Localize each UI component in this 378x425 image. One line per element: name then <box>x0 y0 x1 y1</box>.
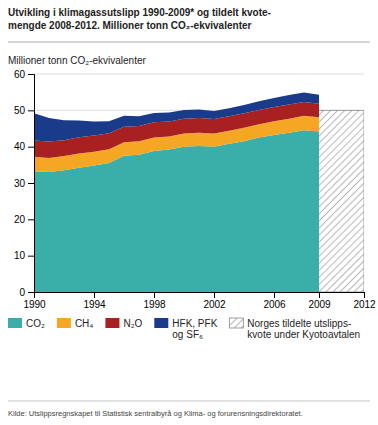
x-tick-mark <box>154 292 155 298</box>
text-line: CO₂ <box>26 318 45 329</box>
source: Kilde: Utslippsregnskapet til Statistisk… <box>8 409 303 418</box>
y-tick: 50 <box>14 105 34 116</box>
x-tick-label: 1998 <box>143 299 166 310</box>
title: Utvikling i klimagassutslipp 1990-2009* … <box>8 7 271 31</box>
x-tick-mark <box>214 292 215 298</box>
x-axis: 1990 1994 1998 2002 2006 2009 2012 <box>23 292 376 310</box>
x-tick: 1994 <box>83 292 106 310</box>
text-line: Utvikling i klimagassutslipp 1990-2009* … <box>8 7 271 18</box>
chart: Utvikling i klimagassutslipp 1990-2009* … <box>0 0 378 425</box>
y-axis: 0 10 20 30 40 50 60 <box>14 69 35 298</box>
x-tick-mark <box>94 292 95 298</box>
text-line: mengde 2008-2012. Millioner tonn CO₂-ekv… <box>8 20 252 31</box>
legend-label: CO₂ <box>26 318 45 329</box>
y-tick-mark <box>28 292 34 293</box>
y-axis-label: Millioner tonn CO₂-ekvivalenter <box>8 55 146 66</box>
text-line: og SF₆ <box>172 329 203 340</box>
y-tick-label: 20 <box>14 214 26 225</box>
legend-swatch <box>229 318 243 328</box>
y-tick: 40 <box>14 141 34 152</box>
legend-item: HFK, PFKog SF₆ <box>154 318 217 340</box>
legend: CO₂ CH₄ N₂O HFK, PFKog SF₆ Norges tildelte u… <box>8 318 360 340</box>
legend-item: CO₂ <box>8 318 45 329</box>
legend-item: Norges tildelte utslipps-kvote under Kyo… <box>229 318 360 340</box>
y-tick-label: 50 <box>14 105 26 116</box>
plot: 1990 1994 1998 2002 2006 2009 2012 0 10 20 30 40 50 6… <box>14 69 376 310</box>
text-line: HFK, PFK <box>172 318 217 329</box>
y-tick-label: 40 <box>14 141 26 152</box>
y-tick-mark <box>28 110 34 111</box>
x-tick-label: 2002 <box>203 299 226 310</box>
legend-swatch <box>8 318 22 328</box>
x-tick-mark <box>319 292 320 298</box>
y-tick-label: 10 <box>14 250 26 261</box>
x-tick-label: 1994 <box>83 299 106 310</box>
source-rule <box>8 401 370 402</box>
legend-swatch <box>105 318 119 328</box>
x-tick-label: 1990 <box>23 299 46 310</box>
y-tick: 60 <box>14 69 34 80</box>
text-line: Norges tildelte utslipps- <box>247 318 351 329</box>
y-tick-mark <box>28 219 34 220</box>
x-tick: 2002 <box>203 292 226 310</box>
x-axis-line <box>35 293 365 299</box>
y-tick: 10 <box>14 250 34 261</box>
y-tick-mark <box>28 74 34 75</box>
x-tick-mark <box>364 292 365 298</box>
y-tick-mark <box>28 183 34 184</box>
title-rule <box>8 42 370 43</box>
y-tick-label: 0 <box>19 287 25 298</box>
y-tick-label: 60 <box>14 69 26 80</box>
legend-swatch <box>57 318 71 328</box>
legend-label: HFK, PFKog SF₆ <box>172 318 217 340</box>
x-tick: 1998 <box>143 292 166 310</box>
x-tick: 2006 <box>263 292 286 310</box>
text-line: kvote under Kyotoavtalen <box>247 329 360 340</box>
legend-label: CH₄ <box>75 318 94 329</box>
legend-label: N₂O <box>123 318 142 329</box>
x-tick-label: 2006 <box>263 299 286 310</box>
marks <box>34 93 364 292</box>
y-tick: 0 <box>19 287 34 298</box>
x-tick-label: 2012 <box>353 299 376 310</box>
legend-label: Norges tildelte utslipps-kvote under Kyo… <box>247 318 360 340</box>
x-tick: 2012 <box>353 292 376 310</box>
grid-line <box>34 74 364 75</box>
y-tick-label: 30 <box>14 178 26 189</box>
y-tick-mark <box>28 147 34 148</box>
y-axis-line <box>28 75 35 293</box>
text-line: N₂O <box>123 318 142 329</box>
y-tick-mark <box>28 256 34 257</box>
grid <box>34 74 364 292</box>
legend-item: CH₄ <box>57 318 94 329</box>
x-tick: 2009 <box>308 292 331 310</box>
legend-item: N₂O <box>105 318 142 329</box>
y-tick: 20 <box>14 214 34 225</box>
area <box>34 93 319 142</box>
legend-swatch <box>154 318 168 328</box>
x-tick-label: 2009 <box>308 299 331 310</box>
x-tick: 1990 <box>23 292 46 310</box>
text-line: CH₄ <box>75 318 94 329</box>
x-tick-mark <box>274 292 275 298</box>
y-tick: 30 <box>14 178 34 189</box>
